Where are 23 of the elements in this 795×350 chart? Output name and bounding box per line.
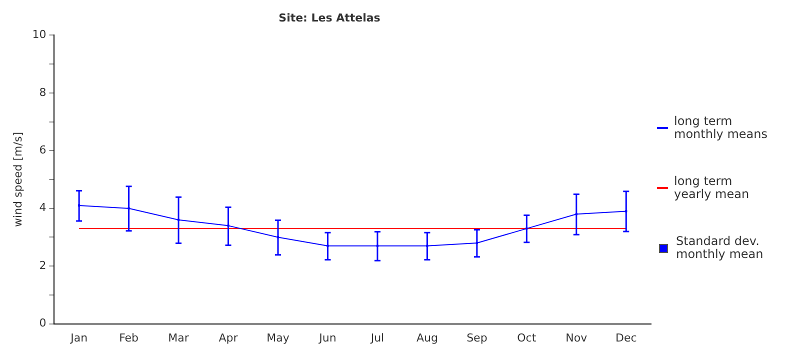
y-tick-label: 6 (39, 144, 46, 156)
y-tick-label: 0 (39, 316, 46, 330)
y-axis-title: wind speed [m/s] (11, 132, 24, 227)
x-tick-label: Sep (466, 331, 488, 344)
legend-label: Standard dev. monthly mean (676, 234, 764, 261)
x-tick-label: Oct (517, 331, 537, 344)
x-tick-label: May (266, 331, 290, 344)
y-tick-label: 2 (39, 258, 46, 272)
x-tick-label: Dec (615, 331, 637, 344)
x-tick-label: Jul (370, 331, 384, 344)
x-tick-label: Nov (566, 331, 588, 344)
legend-label: long term yearly mean (674, 174, 750, 201)
x-tick-label: Jun (318, 331, 336, 344)
x-tick-label: Apr (218, 331, 238, 344)
x-tick-label: Jan (70, 331, 88, 344)
y-tick-label: 4 (39, 201, 46, 214)
legend-label: long term monthly means (674, 114, 768, 141)
x-tick-label: Mar (168, 331, 190, 344)
x-tick-label: Aug (416, 331, 438, 344)
x-tick-label: Feb (119, 331, 139, 344)
y-tick-label: 10 (32, 28, 46, 42)
chart-title: Site: Les Attelas (278, 11, 381, 24)
y-tick-label: 8 (39, 86, 46, 99)
